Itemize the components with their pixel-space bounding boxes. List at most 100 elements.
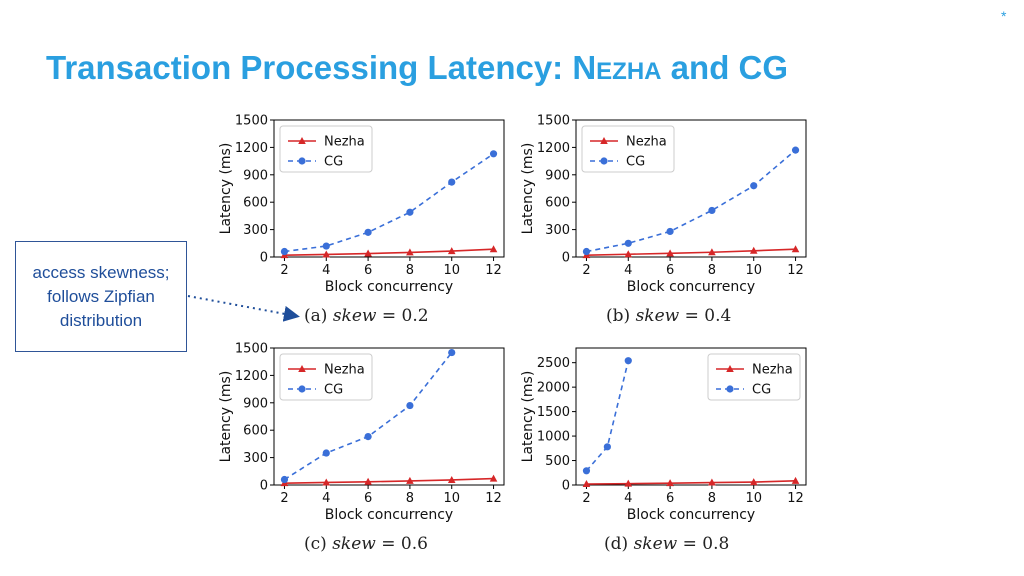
title-tail: and CG xyxy=(661,49,789,86)
data-point-nezha xyxy=(666,249,674,257)
legend-label-cg: CG xyxy=(324,155,343,170)
x-tick-label: 8 xyxy=(708,491,716,506)
chart-panel-d: 0 500 1000 1500 2000 2500 2 4 6 8 10 12 Block concur… xyxy=(516,340,816,530)
y-tick-label: 2000 xyxy=(537,381,570,396)
series-line-nezha xyxy=(586,480,796,485)
x-tick-label: 12 xyxy=(787,491,804,506)
data-point-cg xyxy=(280,475,289,484)
data-point-nezha xyxy=(624,479,633,487)
data-point-nezha xyxy=(447,475,456,483)
y-axis-label: Latency (ms) xyxy=(218,371,234,463)
x-tick-label: 8 xyxy=(406,263,414,278)
chart-panel-c: 0 300 600 900 1200 1500 2 4 6 8 10 12 Block concurre… xyxy=(214,340,514,530)
data-point-cg xyxy=(406,208,414,216)
data-point-nezha xyxy=(624,250,633,258)
data-point-nezha xyxy=(582,480,591,488)
x-axis-label: Block concurrency xyxy=(325,507,453,523)
x-tick-label: 8 xyxy=(708,263,716,278)
series-line-nezha xyxy=(284,248,494,256)
y-tick-label: 0 xyxy=(562,251,570,266)
data-point-nezha xyxy=(322,478,331,486)
legend-marker-cg xyxy=(298,385,306,393)
chart-svg: 0 300 600 900 1200 1500 2 4 6 8 10 12 Block concurre… xyxy=(520,114,807,295)
y-tick-label: 300 xyxy=(545,223,570,238)
data-point-cg xyxy=(364,432,372,441)
y-tick-label: 1200 xyxy=(537,141,570,156)
data-point-cg xyxy=(708,206,716,215)
data-point-nezha xyxy=(447,247,456,255)
y-tick-label: 1500 xyxy=(235,114,268,129)
data-point-cg xyxy=(448,178,456,186)
corner-asterisk: * xyxy=(1001,8,1007,24)
y-tick-label: 1500 xyxy=(235,342,268,357)
data-point-cg xyxy=(750,182,758,190)
y-axis-label: Latency (ms) xyxy=(218,143,234,235)
x-tick-label: 4 xyxy=(322,263,330,278)
chart-svg: 0 500 1000 1500 2000 2500 2 4 6 8 10 12 Block concur… xyxy=(520,347,807,523)
data-point-nezha xyxy=(749,246,758,254)
data-point-cg xyxy=(322,242,330,250)
legend-label-cg: CG xyxy=(752,383,771,398)
legend-label-cg: CG xyxy=(626,155,645,170)
x-tick-label: 8 xyxy=(406,491,414,506)
data-point-nezha xyxy=(708,248,716,256)
title-smallcaps: EZHA xyxy=(596,58,662,85)
legend-label-nezha: Nezha xyxy=(324,363,365,378)
data-point-nezha xyxy=(791,476,800,484)
x-tick-label: 2 xyxy=(582,263,590,278)
data-point-cg xyxy=(364,228,372,236)
page-title: Transaction Processing Latency: NEZHA an… xyxy=(46,46,788,94)
data-point-cg xyxy=(603,443,611,451)
data-point-cg xyxy=(582,247,591,256)
x-tick-label: 4 xyxy=(322,491,330,506)
x-tick-label: 6 xyxy=(666,263,674,278)
x-tick-label: 4 xyxy=(624,491,632,506)
callout-box: access skewness; follows Zipfian distrib… xyxy=(15,241,187,352)
x-tick-label: 4 xyxy=(624,263,632,278)
x-tick-label: 10 xyxy=(443,491,460,506)
y-tick-label: 300 xyxy=(243,223,268,238)
data-point-nezha xyxy=(708,478,716,486)
x-axis-label: Block concurrency xyxy=(627,507,755,523)
data-point-cg xyxy=(624,357,632,365)
caption-d: (d) skew = 0.8 xyxy=(604,534,730,554)
x-tick-label: 10 xyxy=(745,491,762,506)
y-tick-label: 600 xyxy=(545,196,570,211)
y-tick-label: 300 xyxy=(243,451,268,466)
legend-marker-cg xyxy=(600,157,608,165)
x-tick-label: 2 xyxy=(280,263,288,278)
legend-marker-nezha xyxy=(600,137,608,144)
data-point-cg xyxy=(489,150,498,158)
x-tick-label: 2 xyxy=(582,491,590,506)
chart-panel-b: 0 300 600 900 1200 1500 2 4 6 8 10 12 Block concurre… xyxy=(516,112,816,302)
y-tick-label: 900 xyxy=(243,396,268,411)
data-point-nezha xyxy=(364,477,372,485)
y-tick-label: 600 xyxy=(243,196,268,211)
y-tick-label: 1500 xyxy=(537,405,570,420)
y-tick-label: 1200 xyxy=(235,141,268,156)
data-point-nezha xyxy=(406,248,414,256)
x-tick-label: 10 xyxy=(745,263,762,278)
data-point-cg xyxy=(448,348,456,357)
legend-marker-nezha xyxy=(726,365,734,372)
x-tick-label: 12 xyxy=(485,491,502,506)
y-tick-label: 1500 xyxy=(537,114,570,129)
y-tick-label: 500 xyxy=(545,454,570,469)
series-line-nezha xyxy=(284,477,494,484)
data-point-cg xyxy=(406,401,414,410)
legend-marker-nezha xyxy=(298,365,306,372)
data-point-nezha xyxy=(364,249,372,257)
caption-a: (a) skew = 0.2 xyxy=(304,306,429,326)
series-line-cg xyxy=(284,153,494,253)
legend-marker-cg xyxy=(298,157,306,165)
y-axis-label: Latency (ms) xyxy=(520,371,536,463)
chart-panel-a: 0 300 600 900 1200 1500 2 4 6 8 10 12 Block concurre… xyxy=(214,112,514,302)
data-point-cg xyxy=(624,239,632,247)
x-tick-label: 12 xyxy=(485,263,502,278)
data-point-nezha xyxy=(791,245,800,253)
data-point-nezha xyxy=(406,476,414,484)
x-tick-label: 6 xyxy=(666,491,674,506)
x-tick-label: 12 xyxy=(787,263,804,278)
legend-label-nezha: Nezha xyxy=(324,135,365,150)
series-line-nezha xyxy=(586,248,796,256)
